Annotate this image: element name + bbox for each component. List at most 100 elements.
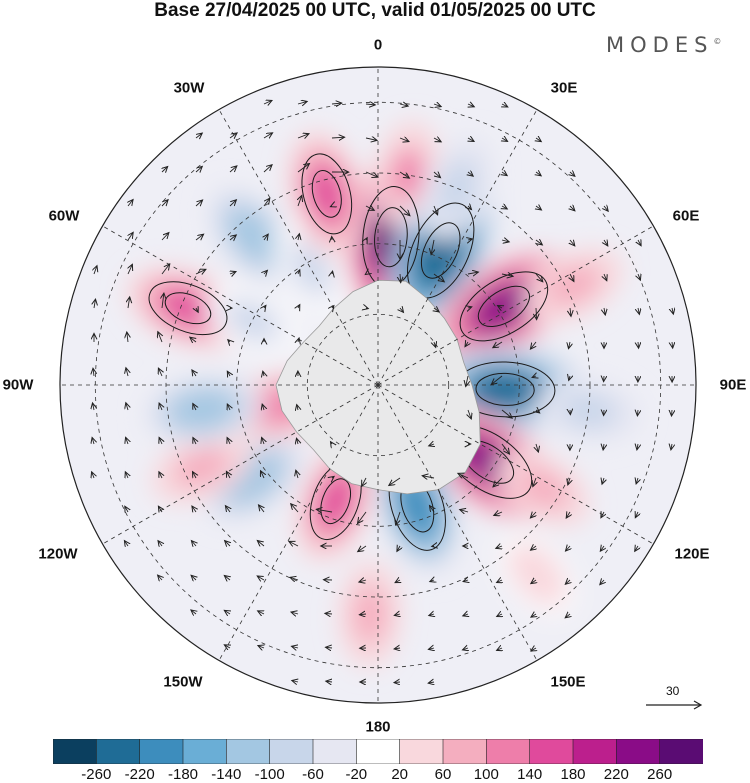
wind-arrow <box>530 512 536 518</box>
wind-arrow <box>264 270 267 274</box>
wind-arrow <box>225 506 230 512</box>
lon-label-150e: 150E <box>550 673 586 691</box>
height-contour <box>477 285 530 328</box>
lon-label-30e: 30E <box>550 79 578 97</box>
wind-arrow <box>224 576 230 581</box>
colorbar-swatch <box>226 739 271 764</box>
wind-arrow <box>535 273 543 282</box>
wind-arrow <box>604 273 607 281</box>
wind-arrow <box>229 133 237 138</box>
lon-label-0: 0 <box>373 36 383 54</box>
wind-arrow <box>263 165 272 173</box>
wind-arrow <box>263 198 270 207</box>
anomaly-blob <box>520 556 554 593</box>
anomaly-blob <box>233 214 273 258</box>
wind-arrow <box>325 613 333 614</box>
wind-arrow <box>463 580 468 582</box>
wind-arrow <box>399 138 409 142</box>
anomaly-blob <box>177 394 229 425</box>
meridian-line <box>102 384 379 545</box>
height-contour <box>374 207 408 268</box>
lon-label-120e: 120E <box>674 545 710 563</box>
wind-arrow <box>159 472 162 478</box>
wind-arrow <box>570 206 575 211</box>
wind-arrow <box>229 235 236 240</box>
wind-arrow <box>468 239 472 240</box>
wind-arrow <box>263 133 273 138</box>
wind-arrow <box>228 340 230 342</box>
wind-arrow <box>263 371 264 376</box>
anomaly-blob <box>522 471 564 505</box>
wind-arrow <box>460 510 469 512</box>
wind-arrow <box>193 472 197 478</box>
lon-label-60e: 60E <box>672 207 700 225</box>
anomaly-blob <box>161 290 215 327</box>
wind-arrow <box>298 234 299 240</box>
wind-arrow <box>258 611 264 614</box>
wind-arrow <box>604 307 605 315</box>
wind-arrow <box>601 512 604 518</box>
wind-arrow <box>291 612 299 614</box>
wind-arrow <box>429 614 434 616</box>
anomaly-blob <box>180 451 224 483</box>
wind-arrow <box>264 234 268 240</box>
lon-label-120w: 120W <box>38 545 78 563</box>
wind-arrow <box>330 206 332 207</box>
wind-arrow <box>227 404 230 410</box>
height-contour <box>420 222 461 279</box>
height-contour <box>475 372 535 406</box>
wind-arrow <box>162 167 168 173</box>
wind-arrow <box>192 370 196 376</box>
colorbar-tick-label: -140 <box>211 766 242 783</box>
wind-arrow <box>366 308 368 309</box>
wind-arrow <box>502 104 508 107</box>
wind-arrow <box>603 444 604 450</box>
wind-arrow <box>124 541 128 546</box>
wind-arrow <box>394 648 400 649</box>
wind-arrow <box>297 164 310 173</box>
wind-arrow <box>227 438 230 445</box>
wind-arrow <box>158 368 162 377</box>
wind-arrow <box>468 409 471 419</box>
height-contour <box>459 271 549 342</box>
wind-arrow <box>128 232 133 241</box>
meridian-line <box>218 109 379 386</box>
wind-arrow <box>389 477 401 486</box>
wind-arrow <box>433 104 441 107</box>
wind-arrow <box>635 546 638 551</box>
wind-arrow <box>501 409 512 418</box>
wind-arrow <box>501 240 509 242</box>
modes-logo-text: MODES <box>606 33 714 57</box>
colorbar-tick-label: -180 <box>167 766 199 783</box>
wind-arrow <box>568 477 570 485</box>
wind-arrow <box>536 307 537 320</box>
wind-arrow <box>434 308 439 312</box>
wind-arrow <box>289 541 299 546</box>
wind-arrow <box>191 610 196 614</box>
wind-arrow <box>422 476 435 478</box>
wind-arrow <box>394 682 400 683</box>
anomaly-blob <box>356 591 384 638</box>
colorbar-swatch <box>53 739 98 764</box>
colorbar-swatch <box>659 739 703 764</box>
lon-label-60w: 60W <box>48 207 80 225</box>
wind-arrow <box>128 297 130 309</box>
wind-arrow <box>94 299 96 309</box>
wind-arrow <box>433 172 441 178</box>
colorbar-swatch <box>139 739 184 764</box>
wind-arrow <box>493 341 503 348</box>
wind-arrow <box>565 580 570 584</box>
wind-arrow <box>531 546 537 550</box>
wind-arrow <box>224 645 230 648</box>
colorbar-swatch <box>399 739 444 764</box>
wind-arrow <box>224 610 230 614</box>
wind-arrow <box>358 511 367 524</box>
wind-arrow <box>396 511 401 525</box>
wind-arrow <box>298 305 300 308</box>
colorbar-swatch <box>529 739 574 764</box>
colorbar-tick-label: -100 <box>254 766 285 783</box>
wind-arrow <box>399 104 408 106</box>
wind-arrow <box>230 272 236 274</box>
wind-arrow <box>570 172 575 176</box>
wind-arrow <box>399 171 409 178</box>
